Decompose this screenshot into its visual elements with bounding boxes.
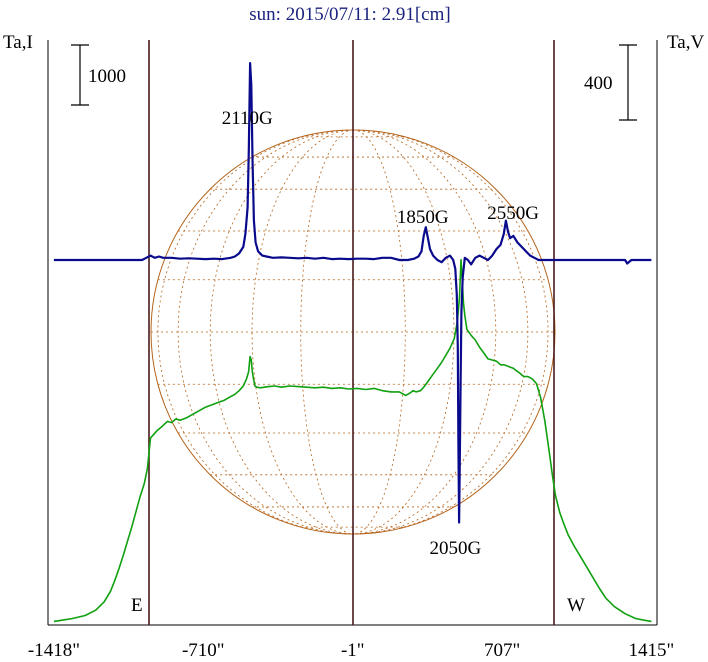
left-scale-label: 1000 [88,66,126,87]
annotation-layer: 2110G 1850G 2550G 2050G [222,108,540,559]
right-scale-bar: 400 [584,44,637,121]
x-tick-labels: -1418" -710" -1" 707" 1415" [28,640,674,661]
series-layer [53,62,652,623]
left-axis-label: Ta,I [3,32,33,53]
x-tick-label: 707" [484,640,520,661]
annotation-label: 2550G [487,203,539,224]
x-tick-label: -710" [182,640,225,661]
limb-lines [148,40,555,625]
polarization-line [53,62,652,524]
right-scale-label: 400 [584,73,613,94]
chart-title: sun: 2015/07/11: 2.91[cm] [249,4,450,25]
x-tick-label: -1418" [28,640,80,661]
x-tick-label: 1415" [629,640,675,661]
right-axis-label: Ta,V [667,32,704,53]
x-tick-label: -1" [341,640,365,661]
annotation-label: 1850G [397,207,449,228]
east-limb-label: E [131,595,143,616]
west-limb-label: W [567,595,585,616]
left-scale-bar: 1000 [71,44,126,106]
intensity-line [53,258,652,623]
annotation-label: 2110G [222,108,273,129]
annotation-label: 2050G [430,538,482,559]
